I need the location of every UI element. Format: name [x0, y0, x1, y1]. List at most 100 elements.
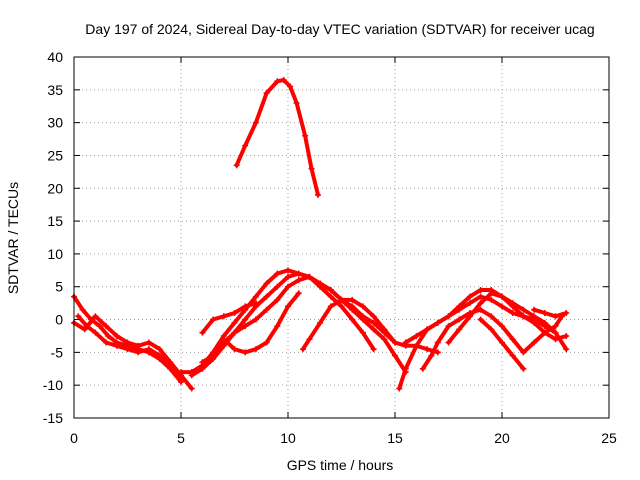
series-arc-n: [477, 316, 527, 372]
data-point: [105, 332, 112, 339]
data-point: [156, 346, 163, 353]
data-point: [83, 323, 90, 330]
data-point: [477, 306, 484, 313]
data-point: [274, 323, 281, 330]
data-point: [210, 316, 217, 323]
data-point: [499, 303, 505, 310]
data-point: [434, 319, 441, 326]
data-point: [263, 280, 270, 287]
data-point: [488, 290, 495, 297]
y-tick-label: 20: [47, 180, 63, 196]
grid: [74, 57, 609, 418]
data-point: [434, 339, 441, 346]
data-point: [274, 283, 281, 290]
data-point: [295, 277, 302, 284]
data-point: [338, 296, 345, 303]
data-point: [392, 352, 398, 359]
data-point: [552, 336, 559, 343]
data-point: [287, 83, 294, 90]
data-point: [509, 303, 516, 310]
x-tick-label: 15: [387, 430, 403, 446]
data-point: [488, 313, 495, 320]
data-point: [349, 316, 356, 323]
data-point: [370, 346, 377, 353]
data-point: [499, 293, 505, 300]
data-point: [541, 309, 548, 316]
series-arc-i: [299, 296, 398, 353]
data-point: [199, 365, 206, 372]
data-point: [370, 326, 377, 333]
y-tick-label: 0: [55, 312, 63, 328]
data-point: [477, 300, 484, 307]
data-point: [263, 90, 270, 97]
data-point: [145, 339, 152, 346]
axis-ticks: 0 5 10 15 20 25 -15 -10 -5 0 5 10 15 20 25 30 35 40: [43, 49, 617, 446]
x-tick-label: 5: [177, 430, 185, 446]
data-point: [252, 300, 259, 307]
data-point: [293, 99, 300, 106]
data-point: [338, 303, 345, 310]
y-axis-label: SDTVAR / TECUs: [5, 182, 21, 294]
data-point: [242, 303, 249, 310]
y-tick-label: -15: [43, 410, 63, 426]
data-point: [314, 191, 321, 198]
data-point: [178, 369, 184, 376]
y-tick-label: 25: [47, 147, 63, 163]
data-point: [456, 326, 463, 333]
series-track: [446, 291, 569, 345]
data-point: [531, 306, 538, 313]
data-point: [520, 313, 527, 320]
data-point: [349, 306, 356, 313]
data-point: [541, 323, 548, 330]
data-point: [252, 316, 259, 323]
data-point: [456, 316, 463, 323]
data-point: [75, 313, 82, 320]
data-point: [552, 329, 559, 336]
data-point: [317, 280, 324, 287]
data-point: [359, 303, 366, 310]
data-point: [445, 323, 452, 330]
data-point: [285, 273, 291, 280]
data-point: [220, 313, 227, 320]
data-point: [231, 309, 238, 316]
data-point: [359, 316, 366, 323]
data-point: [466, 313, 473, 320]
y-tick-label: 5: [55, 279, 63, 295]
y-tick-label: -10: [43, 377, 63, 393]
data-point: [242, 349, 249, 356]
y-tick-label: 30: [47, 115, 63, 131]
series-track: [72, 314, 194, 391]
y-tick-label: -5: [51, 344, 64, 360]
data-point: [274, 270, 281, 277]
data-point: [349, 296, 356, 303]
series-track: [301, 297, 397, 352]
data-point: [233, 162, 240, 169]
data-point: [392, 339, 398, 346]
data-point: [242, 142, 249, 149]
data-point: [520, 365, 527, 372]
data-point: [488, 296, 495, 303]
data-point: [541, 329, 548, 336]
data-point: [113, 342, 120, 349]
plot-frame: [73, 56, 610, 419]
data-point: [531, 319, 538, 326]
data-point: [509, 336, 516, 343]
data-point: [424, 326, 431, 333]
data-point: [402, 365, 409, 372]
series-track: [200, 274, 408, 375]
data-point: [231, 319, 238, 326]
data-point: [563, 346, 570, 353]
data-point: [499, 339, 505, 346]
y-tick-label: 10: [47, 246, 63, 262]
x-axis-label: GPS time / hours: [287, 457, 394, 473]
series-arc-h: [220, 290, 302, 356]
data-point: [299, 346, 306, 353]
data-point: [103, 339, 110, 346]
data-series: [71, 76, 570, 392]
data-point: [242, 316, 249, 323]
data-point: [520, 349, 527, 356]
data-point: [274, 78, 281, 85]
data-point: [285, 303, 291, 310]
data-point: [419, 365, 426, 372]
